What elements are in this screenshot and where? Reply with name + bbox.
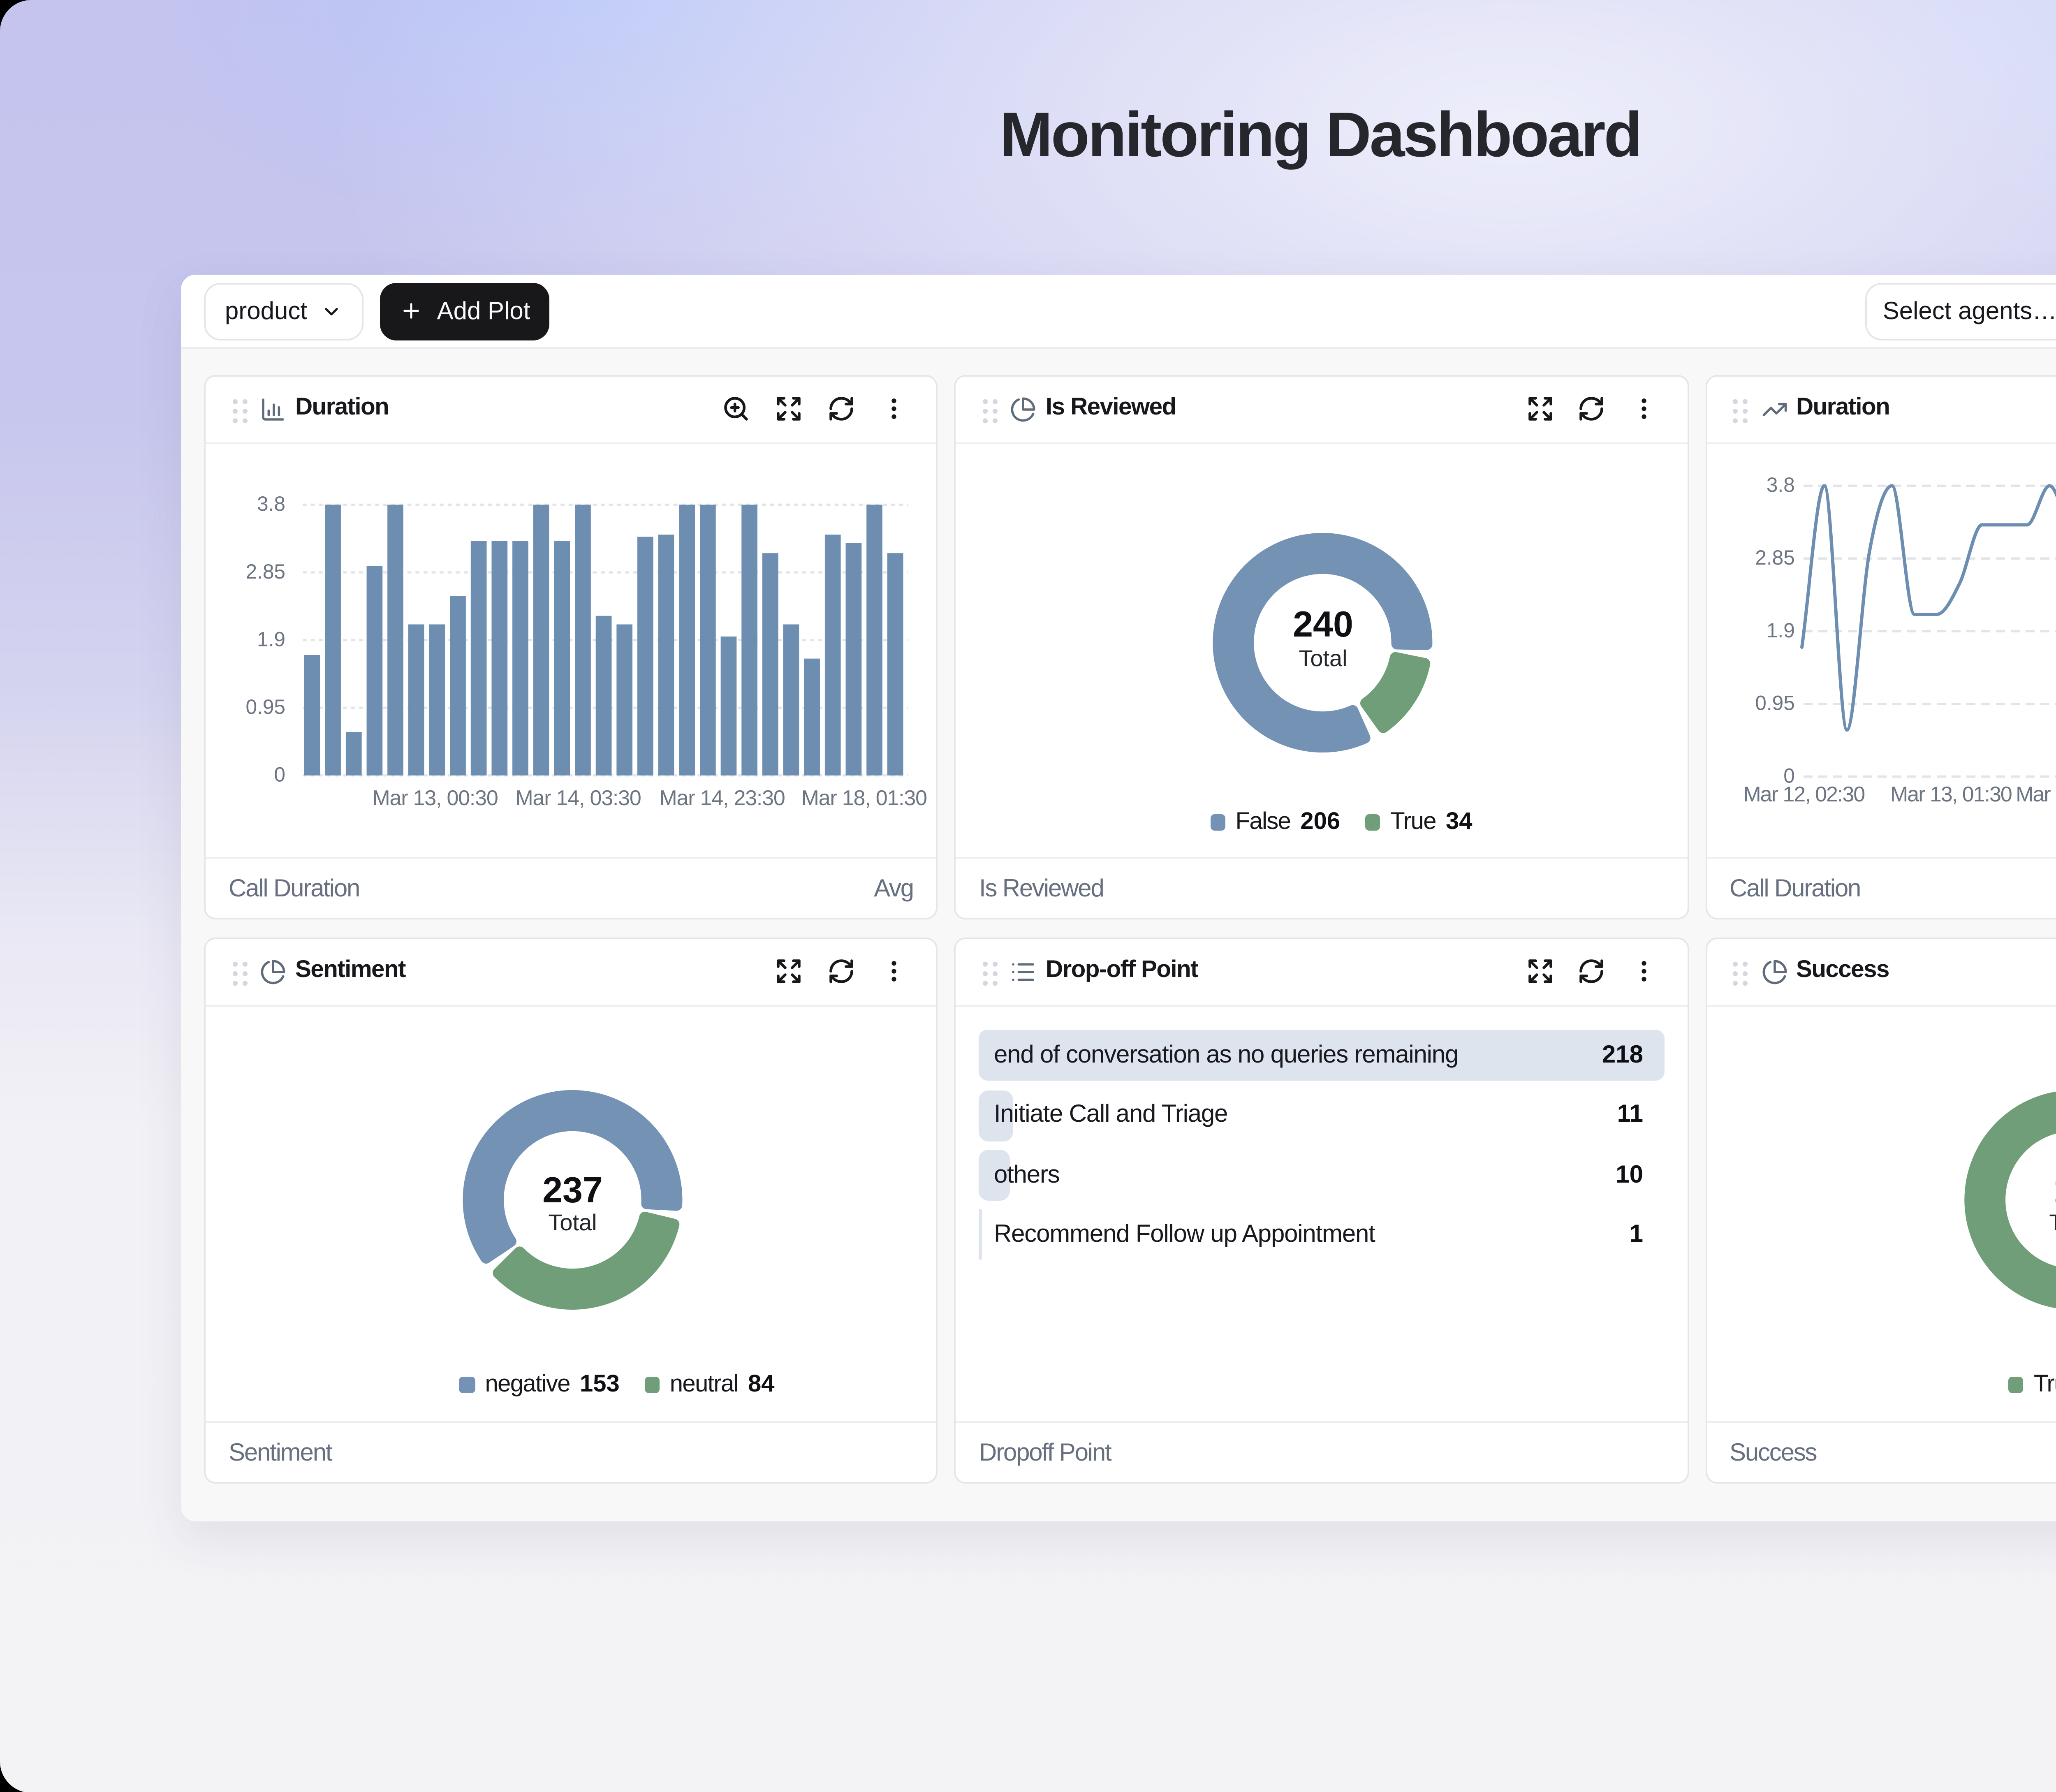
- svg-text:Mar 12, 02:30: Mar 12, 02:30: [1742, 782, 1864, 806]
- svg-text:3.8: 3.8: [1766, 473, 1794, 496]
- svg-text:0.95: 0.95: [1754, 691, 1794, 714]
- svg-text:Mar 18, 01:30: Mar 18, 01:30: [801, 786, 927, 810]
- svg-text:1.9: 1.9: [1766, 618, 1794, 641]
- svg-text:Mar 14, 03:30: Mar 14, 03:30: [515, 786, 641, 810]
- svg-text:1.9: 1.9: [257, 627, 285, 650]
- svg-text:0: 0: [1783, 764, 1794, 787]
- svg-text:2.85: 2.85: [1754, 546, 1794, 569]
- svg-text:3.8: 3.8: [257, 492, 285, 515]
- svg-text:Mar 14, 03:30: Mar 14, 03:30: [2015, 782, 2056, 806]
- svg-text:2.85: 2.85: [245, 560, 285, 583]
- svg-text:0.95: 0.95: [245, 695, 285, 718]
- svg-text:Mar 14, 23:30: Mar 14, 23:30: [659, 786, 785, 810]
- svg-text:Mar 13, 01:30: Mar 13, 01:30: [1889, 782, 2011, 806]
- svg-text:Mar 13, 00:30: Mar 13, 00:30: [372, 786, 498, 810]
- svg-text:0: 0: [274, 763, 285, 786]
